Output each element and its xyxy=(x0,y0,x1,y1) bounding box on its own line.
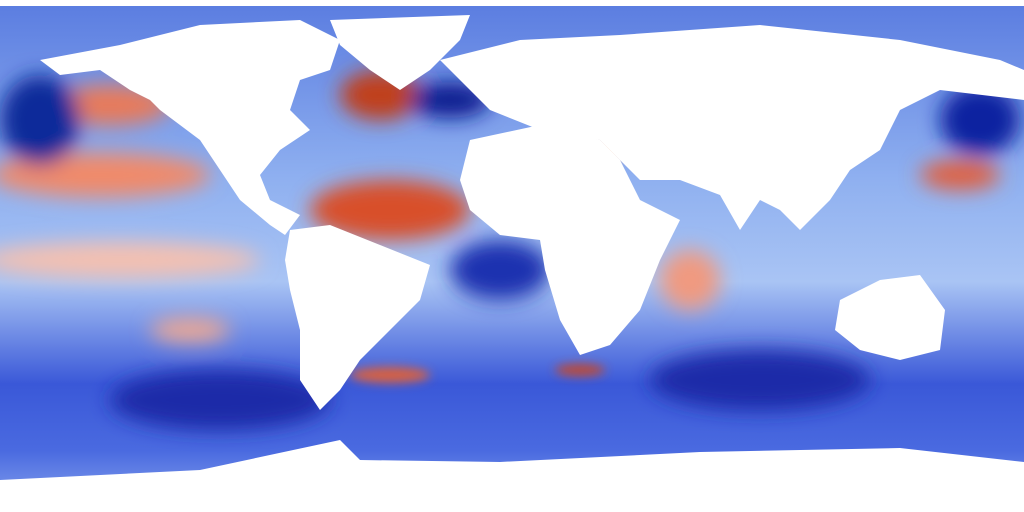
warm-patch xyxy=(0,153,210,197)
warm-spot xyxy=(350,367,430,383)
greenland xyxy=(330,15,470,90)
australia xyxy=(835,275,945,360)
cool-patch xyxy=(0,75,80,165)
antarctica xyxy=(0,440,1024,512)
cool-patch xyxy=(110,370,330,430)
warm-patch xyxy=(310,180,470,240)
warm-patch xyxy=(660,250,720,310)
warm-spot xyxy=(555,364,605,376)
eurasia xyxy=(440,25,1024,230)
cool-patch xyxy=(450,240,550,300)
warm-patch xyxy=(920,160,1000,190)
north-america xyxy=(40,20,340,235)
cool-patch xyxy=(940,85,1020,155)
anomaly-patches xyxy=(0,70,1020,430)
arctic-edge xyxy=(0,0,1024,6)
cool-patch xyxy=(650,350,870,410)
warm-patch xyxy=(150,318,230,342)
cool-patch xyxy=(410,82,490,118)
warm-patch xyxy=(0,242,260,278)
africa xyxy=(460,125,680,355)
south-america xyxy=(285,225,430,410)
